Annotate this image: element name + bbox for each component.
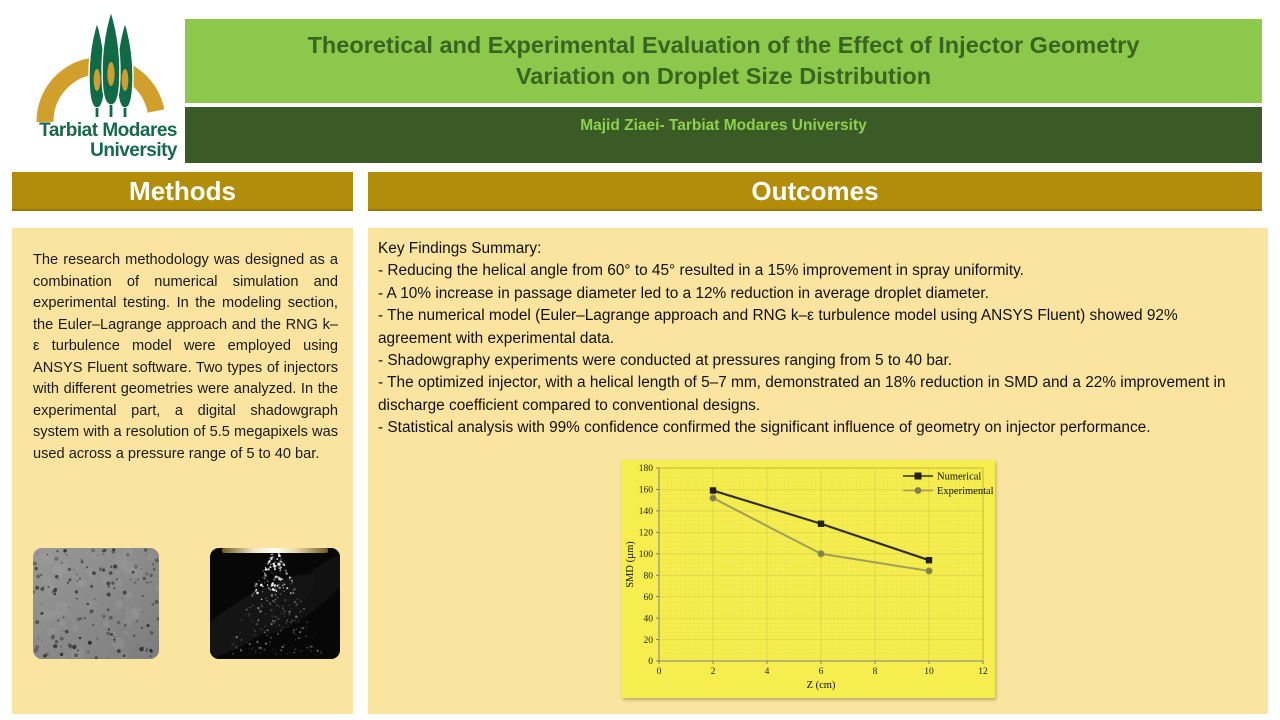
key-finding: - A 10% increase in passage diameter led… [378, 284, 989, 302]
author-name: Majid Ziaei- Tarbiat Modares University [580, 117, 867, 134]
svg-text:140: 140 [639, 507, 654, 517]
svg-text:80: 80 [644, 571, 654, 581]
svg-text:Z (cm): Z (cm) [807, 680, 836, 691]
methods-heading-label: Methods [129, 176, 236, 206]
svg-text:10: 10 [924, 667, 934, 677]
spray-cone-image [210, 548, 340, 659]
university-logo: Tarbiat Modares University [15, 8, 185, 166]
svg-text:0: 0 [657, 667, 662, 677]
svg-text:8: 8 [873, 667, 878, 677]
svg-text:60: 60 [644, 593, 654, 603]
key-findings-intro: Key Findings Summary: [378, 240, 542, 257]
key-findings-list: - Reducing the helical angle from 60° to… [378, 260, 1254, 439]
svg-text:0: 0 [648, 657, 653, 667]
logo-name-line2: University [90, 140, 177, 161]
key-finding: - The numerical model (Euler–Lagrange ap… [378, 307, 1178, 347]
outcomes-panel: Key Findings Summary: - Reducing the hel… [368, 228, 1268, 714]
svg-text:6: 6 [819, 667, 824, 677]
outcomes-heading-label: Outcomes [751, 176, 879, 206]
key-finding: - Statistical analysis with 99% confiden… [378, 419, 1151, 437]
poster-title-bar: Theoretical and Experimental Evaluation … [185, 19, 1262, 103]
svg-text:160: 160 [639, 486, 654, 496]
poster-title: Theoretical and Experimental Evaluation … [307, 32, 1140, 89]
university-logo-text: Tarbiat Modares University [15, 121, 177, 161]
key-finding: - The optimized injector, with a helical… [378, 374, 1226, 414]
spray-cone-photo [210, 548, 340, 659]
svg-text:2: 2 [711, 667, 716, 677]
key-findings: Key Findings Summary: - Reducing the hel… [378, 238, 1254, 440]
svg-text:Numerical: Numerical [937, 472, 981, 483]
logo-tree-center [101, 8, 121, 106]
methods-panel: The research methodology was designed as… [12, 228, 353, 714]
droplet-shadowgraph-image [33, 548, 159, 659]
author-bar: Majid Ziaei- Tarbiat Modares University [185, 107, 1262, 163]
svg-text:180: 180 [639, 464, 654, 474]
svg-text:Experimental: Experimental [937, 486, 994, 497]
methods-body-text: The research methodology was designed as… [33, 252, 338, 462]
smd-vs-z-line-chart: 0 20 40 60 80 100 120 140 160 180 0 2 4 6 8 10 12 Z (cm) S… [625, 464, 994, 691]
svg-text:100: 100 [639, 550, 654, 560]
droplet-shadowgraph-photo [33, 548, 159, 659]
svg-text:120: 120 [639, 529, 654, 539]
outcomes-section-header: Outcomes [368, 172, 1262, 211]
svg-text:12: 12 [978, 667, 988, 677]
svg-text:SMD (µm): SMD (µm) [625, 541, 636, 588]
svg-text:4: 4 [765, 667, 770, 677]
logo-name-line1: Tarbiat Modares [39, 120, 177, 141]
university-logo-graphic [36, 8, 165, 123]
key-finding: - Shadowgraphy experiments were conducte… [378, 352, 953, 370]
svg-text:20: 20 [644, 636, 654, 646]
methods-section-header: Methods [12, 172, 353, 211]
smd-chart: 0 20 40 60 80 100 120 140 160 180 0 2 4 6 8 10 12 Z (cm) S… [622, 460, 995, 698]
svg-text:40: 40 [644, 614, 654, 624]
key-finding: - Reducing the helical angle from 60° to… [378, 262, 1024, 280]
